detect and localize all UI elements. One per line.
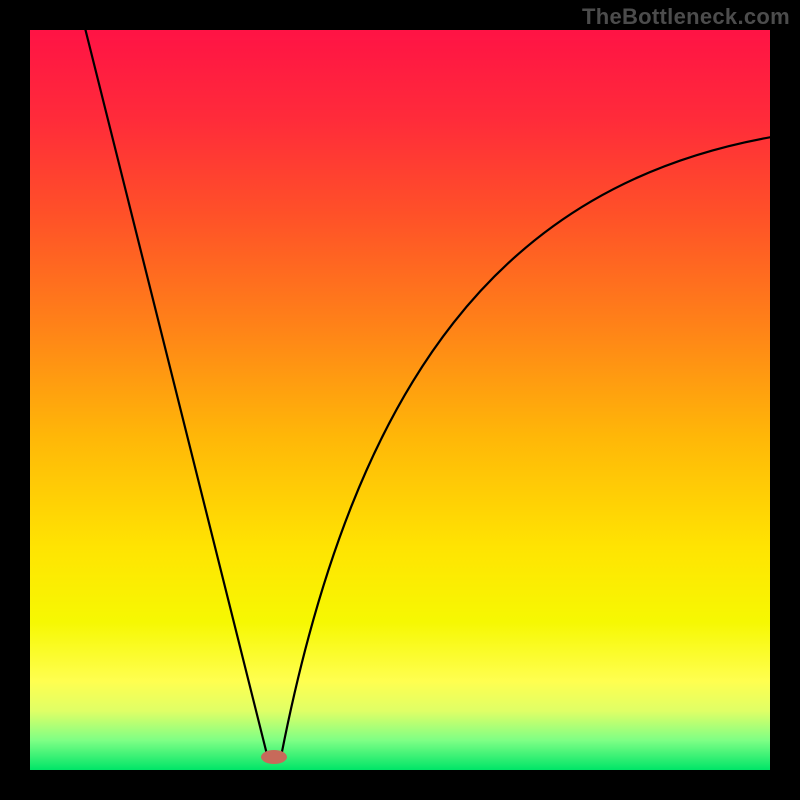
plot-area: [30, 30, 770, 770]
dip-marker: [261, 750, 287, 764]
curve-left-branch: [86, 30, 267, 754]
canvas: TheBottleneck.com: [0, 0, 800, 800]
watermark-text: TheBottleneck.com: [582, 4, 790, 30]
bottleneck-curve: [30, 30, 770, 770]
curve-right-branch: [282, 137, 770, 753]
